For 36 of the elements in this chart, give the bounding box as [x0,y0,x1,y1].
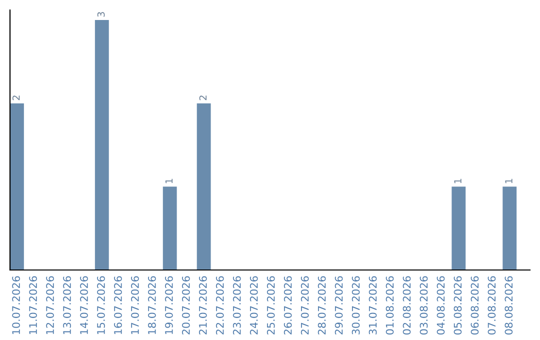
x-tick-label: 26.07.2026 [284,276,292,334]
x-tick-label: 27.07.2026 [300,276,309,334]
x-tick-label: 29.07.2026 [334,276,343,334]
x-tick-label: 16.07.2026 [114,276,122,334]
x-tick-label: 17.07.2026 [131,276,139,334]
x-tick-label: 21.07.2026 [198,276,207,334]
x-tick-label: 22.07.2026 [216,276,224,334]
data-label: 1 [165,178,173,184]
x-tick-label: 24.07.2026 [250,276,258,334]
x-tick-label: 02.08.2026 [402,276,411,335]
x-tick-label: 05.08.2026 [454,276,462,335]
x-tick-label: 03.08.2026 [420,276,428,335]
x-tick-label: 31.07.2026 [368,276,377,334]
x-tick-label: 18.07.2026 [148,276,156,334]
x-tick-label: 23.07.2026 [232,276,241,334]
x-tick-label: 01.08.2026 [386,276,394,335]
data-label: 1 [454,178,462,184]
x-tick-label: 04.08.2026 [436,276,445,335]
data-label: 2 [12,96,20,100]
x-tick-label: 11.07.2026 [29,276,37,334]
x-tick-label: 15.07.2026 [97,276,105,334]
x-tick-label: 12.07.2026 [46,276,54,334]
x-tick-label: 13.07.2026 [63,276,71,334]
x-tick-label: 19.07.2026 [165,276,173,334]
x-tick-label: 20.07.2026 [182,276,190,334]
x-tick-label: 06.08.2026 [470,276,479,335]
x-tick-label: 25.07.2026 [266,276,275,334]
x-tick-label: 14.07.2026 [80,276,88,334]
x-tick-label: 28.07.2026 [318,276,326,334]
data-label: 3 [97,12,105,17]
x-tick-label: 30.07.2026 [352,276,360,334]
x-tick-label: 10.07.2026 [12,276,20,334]
x-tick-label: 08.08.2026 [504,276,513,335]
data-label: 1 [505,178,512,184]
data-label: 2 [199,96,207,100]
x-tick-label: 07.08.2026 [488,276,496,335]
